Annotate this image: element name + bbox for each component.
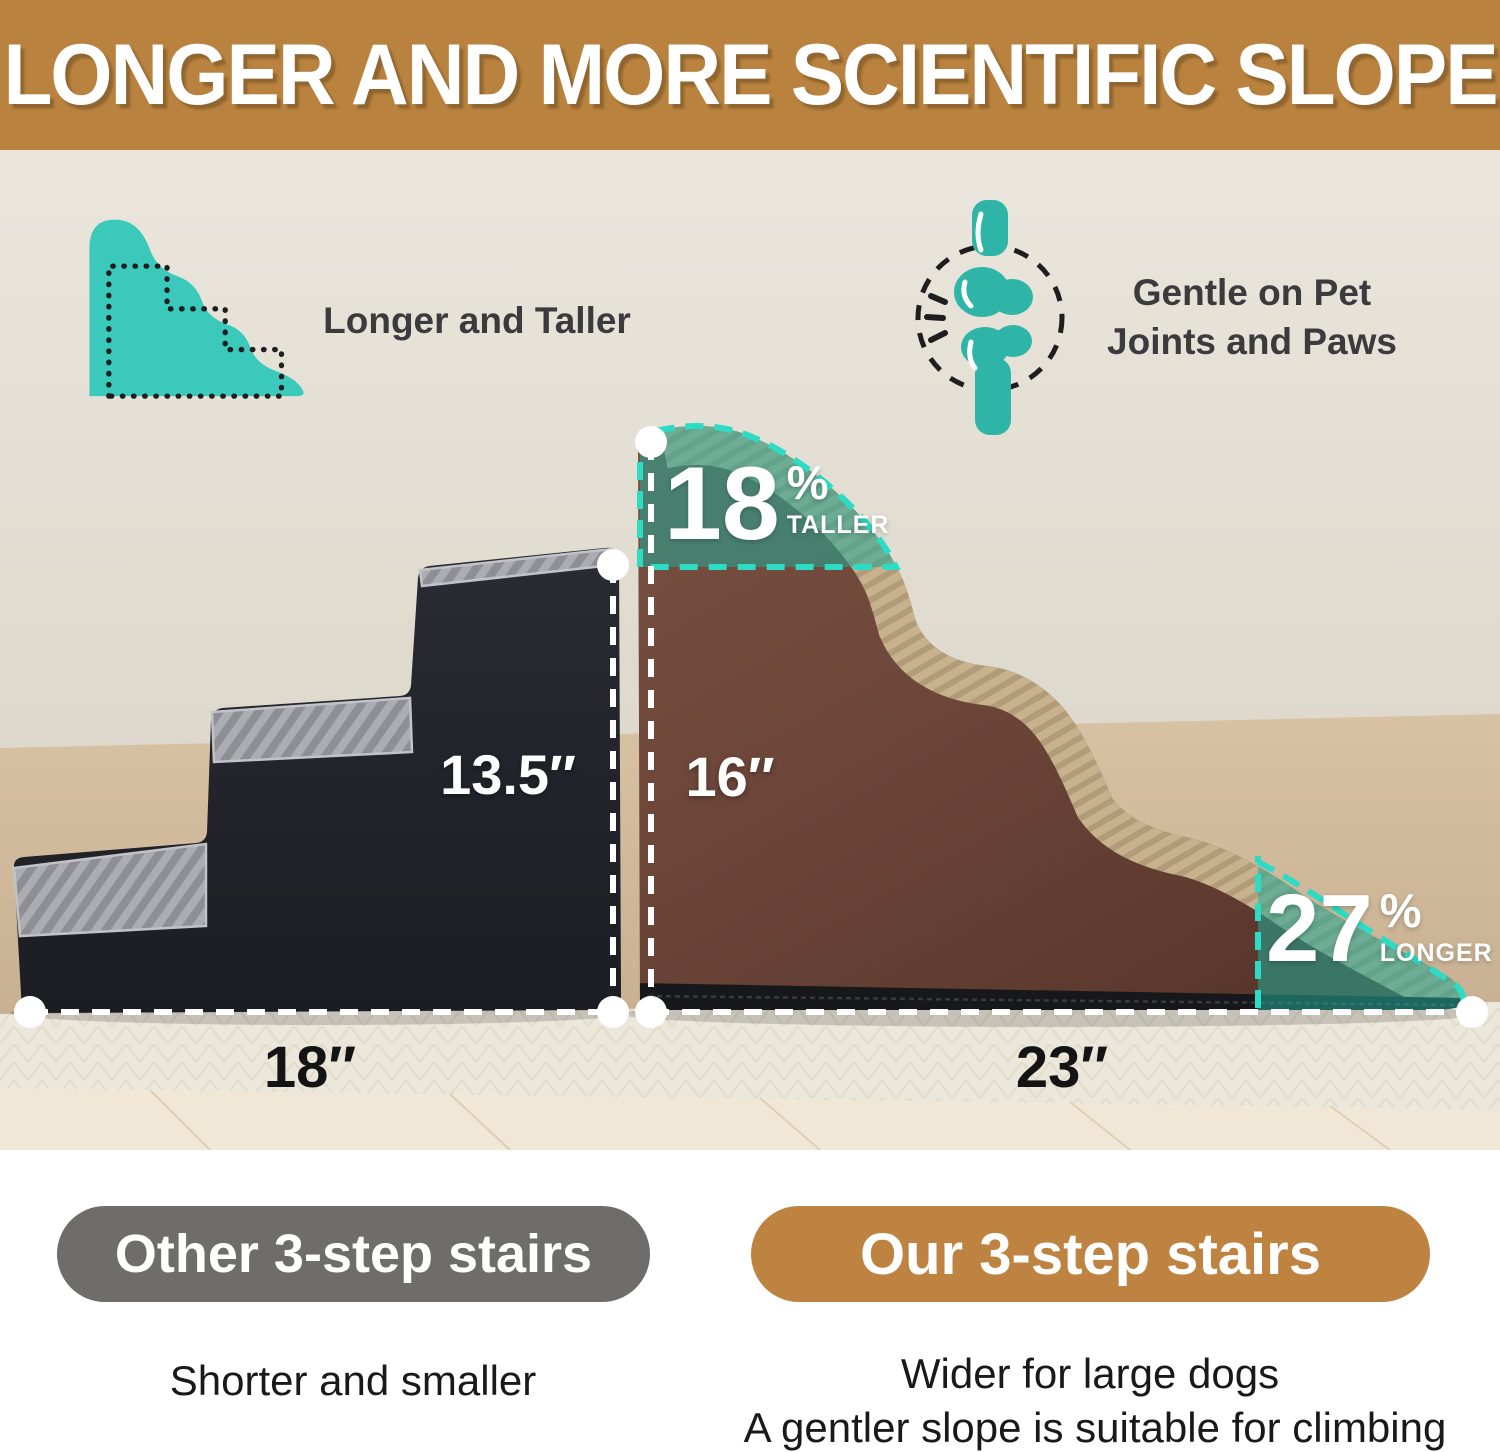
joint-feature-label: Gentle on Pet Joints and Paws: [1062, 268, 1442, 366]
stairs-feature-label: Longer and Taller: [323, 300, 631, 341]
taller-badge-value: 18: [664, 446, 780, 562]
our-stairs-length-label: 23″: [1015, 1035, 1109, 1100]
measurement-dots: [14, 426, 1488, 1028]
our-stairs-pill: Our 3-step stairs: [751, 1206, 1430, 1302]
joint-feature-label-line1: Gentle on Pet: [1132, 272, 1372, 313]
other-stairs-caption: Shorter and smaller: [169, 1357, 537, 1404]
our-stairs-caption-line1: Wider for large dogs: [900, 1350, 1280, 1397]
taller-badge: 18 % TALLER: [664, 446, 890, 562]
longer-badge-word: LONGER: [1379, 939, 1493, 968]
longer-badge-value: 27: [1266, 875, 1373, 982]
our-stairs-height-label: 16″: [685, 745, 775, 808]
our-stairs-caption-line2: A gentler slope is suitable for climbing: [743, 1404, 1447, 1451]
measurement-lines: [30, 442, 1472, 1015]
teal-stairs-icon: [89, 219, 304, 399]
other-stairs-photo: [12, 547, 621, 1013]
taller-badge-word: TALLER: [786, 511, 890, 540]
other-stairs-height-label: 13.5″: [440, 743, 576, 806]
our-stairs-pill-label: Our 3-step stairs: [860, 1221, 1321, 1287]
banner: LONGER AND MORE SCIENTIFIC SLOPE: [0, 0, 1500, 150]
other-stairs-length-label: 18″: [263, 1035, 357, 1100]
other-stairs-pill: Other 3-step stairs: [57, 1206, 650, 1302]
taller-badge-percent: %: [786, 456, 829, 509]
pet-joint-icon: [915, 200, 1065, 435]
banner-title: LONGER AND MORE SCIENTIFIC SLOPE: [3, 26, 1498, 123]
taller-overlay: [637, 423, 901, 570]
joint-feature-label-line2: Joints and Paws: [1107, 321, 1397, 362]
longer-badge: 27 % LONGER: [1266, 875, 1493, 982]
other-stairs-pill-label: Other 3-step stairs: [114, 1224, 593, 1284]
longer-badge-percent: %: [1379, 884, 1422, 937]
